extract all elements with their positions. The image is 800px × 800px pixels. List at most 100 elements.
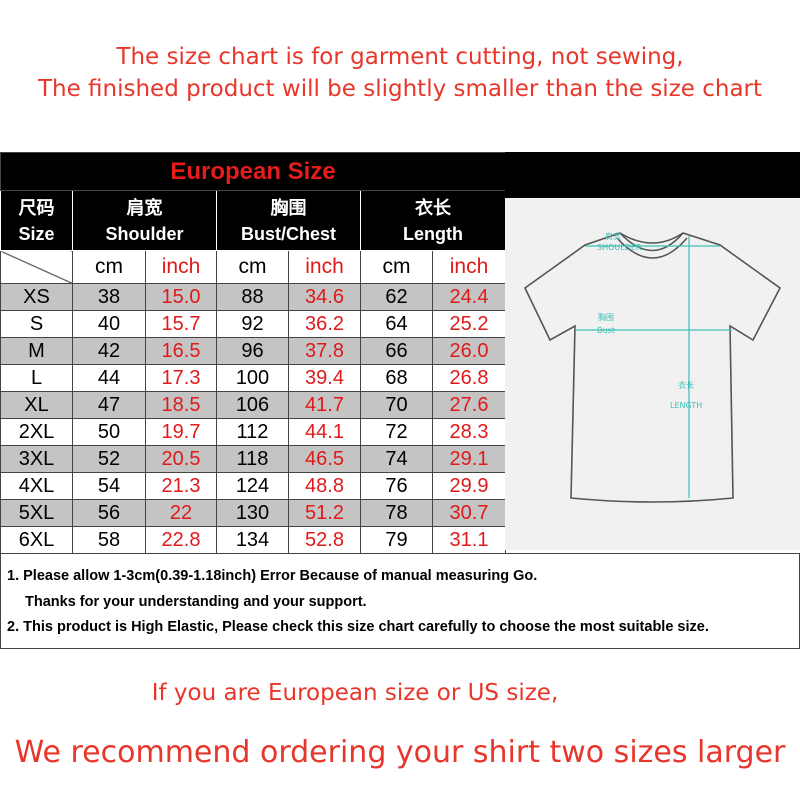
value-cell: 22 <box>145 499 217 527</box>
header-bust-chest: 胸围 Bust/Chest <box>216 190 361 251</box>
value-cell: 26.0 <box>431 337 507 365</box>
value-cell: 34.6 <box>288 283 361 311</box>
value-cell: 28.3 <box>431 418 507 446</box>
value-cell: 48.8 <box>288 472 361 500</box>
value-cell: 92 <box>216 310 289 338</box>
value-cell: 38 <box>72 283 146 311</box>
value-cell: 15.0 <box>145 283 217 311</box>
table-row: 6XL 58 22.8 134 52.8 79 31.1 <box>0 526 507 554</box>
bottom-line-2: We recommend ordering your shirt two siz… <box>14 735 786 770</box>
value-cell: 21.3 <box>145 472 217 500</box>
size-cell: XL <box>0 391 73 419</box>
value-cell: 41.7 <box>288 391 361 419</box>
note-1: 1. Please allow 1-3cm(0.39-1.18inch) Err… <box>7 568 538 584</box>
value-cell: 51.2 <box>288 499 361 527</box>
tshirt-icon: 肩宽 SHOULDER 胸围 Bust 衣长 LENGTH <box>523 231 782 503</box>
unit-cm: cm <box>216 250 289 284</box>
table-row: 2XL 50 19.7 112 44.1 72 28.3 <box>0 418 507 446</box>
svg-text:衣长: 衣长 <box>678 380 694 390</box>
size-cell: 2XL <box>0 418 73 446</box>
size-cell: 4XL <box>0 472 73 500</box>
value-cell: 31.1 <box>431 526 507 554</box>
value-cell: 68 <box>360 364 433 392</box>
value-cell: 50 <box>72 418 146 446</box>
value-cell: 54 <box>72 472 146 500</box>
value-cell: 47 <box>72 391 146 419</box>
table-row: XS 38 15.0 88 34.6 62 24.4 <box>0 283 507 311</box>
value-cell: 88 <box>216 283 289 311</box>
value-cell: 29.9 <box>431 472 507 500</box>
value-cell: 56 <box>72 499 146 527</box>
svg-text:Bust: Bust <box>597 326 615 335</box>
header-size: 尺码 Size <box>0 190 73 251</box>
value-cell: 106 <box>216 391 289 419</box>
table-row: 5XL 56 22 130 51.2 78 30.7 <box>0 499 507 527</box>
svg-text:肩宽: 肩宽 <box>605 231 621 241</box>
size-cell: 5XL <box>0 499 73 527</box>
note-2: 2. This product is High Elastic, Please … <box>7 619 709 635</box>
value-cell: 70 <box>360 391 433 419</box>
value-cell: 72 <box>360 418 433 446</box>
value-cell: 15.7 <box>145 310 217 338</box>
value-cell: 112 <box>216 418 289 446</box>
value-cell: 20.5 <box>145 445 217 473</box>
value-cell: 62 <box>360 283 433 311</box>
unit-cm: cm <box>72 250 146 284</box>
value-cell: 17.3 <box>145 364 217 392</box>
value-cell: 30.7 <box>431 499 507 527</box>
size-cell: 3XL <box>0 445 73 473</box>
value-cell: 46.5 <box>288 445 361 473</box>
value-cell: 79 <box>360 526 433 554</box>
svg-text:LENGTH: LENGTH <box>670 401 702 410</box>
diagonal-cell <box>0 250 73 284</box>
size-cell: M <box>0 337 73 365</box>
value-cell: 42 <box>72 337 146 365</box>
value-cell: 37.8 <box>288 337 361 365</box>
header-shoulder: 肩宽 Shoulder <box>72 190 217 251</box>
note-1-continued: Thanks for your understanding and your s… <box>25 594 367 610</box>
value-cell: 44.1 <box>288 418 361 446</box>
value-cell: 40 <box>72 310 146 338</box>
svg-text:胸围: 胸围 <box>598 312 614 322</box>
value-cell: 26.8 <box>431 364 507 392</box>
table-row: 4XL 54 21.3 124 48.8 76 29.9 <box>0 472 507 500</box>
value-cell: 118 <box>216 445 289 473</box>
value-cell: 78 <box>360 499 433 527</box>
value-cell: 134 <box>216 526 289 554</box>
value-cell: 130 <box>216 499 289 527</box>
value-cell: 124 <box>216 472 289 500</box>
intro-line-1: The size chart is for garment cutting, n… <box>116 44 684 70</box>
intro-line-2: The finished product will be slightly sm… <box>37 76 763 102</box>
value-cell: 58 <box>72 526 146 554</box>
notes-box: 1. Please allow 1-3cm(0.39-1.18inch) Err… <box>0 553 800 649</box>
value-cell: 52 <box>72 445 146 473</box>
table-row: M 42 16.5 96 37.8 66 26.0 <box>0 337 507 365</box>
table-row: S 40 15.7 92 36.2 64 25.2 <box>0 310 507 338</box>
value-cell: 36.2 <box>288 310 361 338</box>
table-row: 3XL 52 20.5 118 46.5 74 29.1 <box>0 445 507 473</box>
value-cell: 39.4 <box>288 364 361 392</box>
size-cell: L <box>0 364 73 392</box>
value-cell: 16.5 <box>145 337 217 365</box>
value-cell: 19.7 <box>145 418 217 446</box>
value-cell: 44 <box>72 364 146 392</box>
value-cell: 64 <box>360 310 433 338</box>
unit-inch: inch <box>288 250 361 284</box>
table-row: L 44 17.3 100 39.4 68 26.8 <box>0 364 507 392</box>
bottom-line-1: If you are European size or US size, <box>151 680 559 706</box>
table-title: European Size <box>0 152 507 191</box>
value-cell: 100 <box>216 364 289 392</box>
value-cell: 29.1 <box>431 445 507 473</box>
value-cell: 27.6 <box>431 391 507 419</box>
size-cell: 6XL <box>0 526 73 554</box>
header-length: 衣长 Length <box>359 190 507 251</box>
table-row: XL 47 18.5 106 41.7 70 27.6 <box>0 391 507 419</box>
svg-text:SHOULDER: SHOULDER <box>597 243 642 252</box>
value-cell: 96 <box>216 337 289 365</box>
value-cell: 22.8 <box>145 526 217 554</box>
value-cell: 74 <box>360 445 433 473</box>
value-cell: 24.4 <box>431 283 507 311</box>
unit-cm: cm <box>360 250 433 284</box>
size-cell: XS <box>0 283 73 311</box>
value-cell: 76 <box>360 472 433 500</box>
